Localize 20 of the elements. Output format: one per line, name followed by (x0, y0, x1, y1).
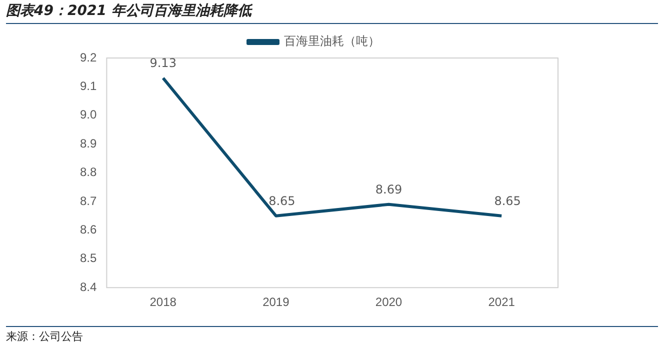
y-tick-label: 9.0 (80, 108, 97, 122)
x-tick-label: 2020 (375, 295, 402, 310)
y-tick-label: 8.5 (80, 251, 97, 266)
y-tick-label: 9.1 (80, 79, 97, 94)
y-tick-label: 8.7 (80, 194, 97, 208)
data-label: 8.65 (494, 194, 521, 208)
y-tick-label: 8.9 (80, 136, 97, 150)
y-tick-label: 8.8 (80, 165, 97, 180)
y-tick-label: 9.2 (80, 50, 97, 64)
data-label: 8.69 (375, 182, 402, 196)
legend-label: 百海里油耗（吨） (284, 34, 380, 48)
data-label: 9.13 (150, 56, 176, 70)
y-tick-label: 8.4 (80, 280, 97, 294)
data-label: 8.65 (268, 194, 296, 208)
x-tick-label: 2021 (488, 295, 516, 310)
x-tick-label: 2019 (262, 295, 290, 310)
x-tick-label: 2018 (150, 295, 177, 310)
chart-title: 图表49：2021 年公司百海里油耗降低 (6, 2, 658, 24)
y-tick-label: 8.6 (80, 222, 97, 237)
source-note: 来源：公司公告 (6, 326, 658, 344)
